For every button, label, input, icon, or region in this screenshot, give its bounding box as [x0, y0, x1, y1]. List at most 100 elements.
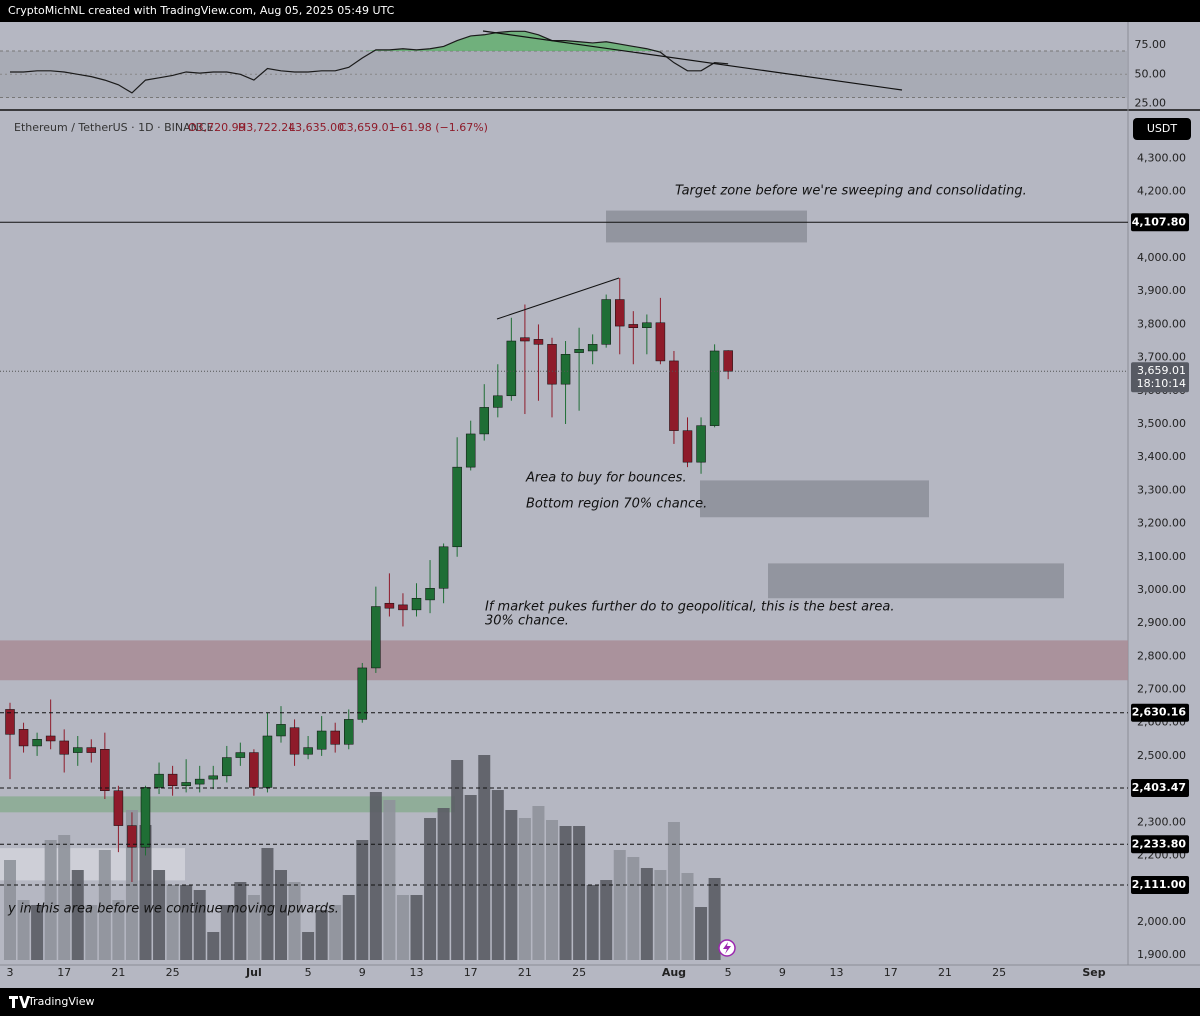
- volume-bar: [410, 895, 423, 960]
- x-tick-label: 21: [938, 966, 952, 979]
- volume-bar: [383, 800, 396, 960]
- last-price-box: [1131, 362, 1189, 393]
- x-tick-label: 13: [830, 966, 844, 979]
- currency-label[interactable]: USDT: [1147, 122, 1178, 135]
- x-tick-label: 5: [305, 966, 312, 979]
- volume-bar: [247, 895, 260, 960]
- y-tick-label: 2,700.00: [1137, 683, 1186, 696]
- volume-bar: [125, 810, 138, 960]
- candle-body: [574, 349, 584, 353]
- volume-bar: [491, 790, 504, 960]
- candle-body: [140, 787, 151, 848]
- price-label-box: [1131, 876, 1189, 895]
- x-tick-label: 21: [518, 966, 532, 979]
- candle-body: [520, 337, 530, 342]
- x-tick-label: 3: [7, 966, 14, 979]
- candle-body: [59, 740, 69, 755]
- candle-body: [628, 324, 639, 328]
- price-label: 2,630.16: [1132, 706, 1187, 719]
- x-tick-label: Jul: [245, 966, 262, 979]
- rsi-overbought-fill: [10, 31, 729, 52]
- x-tick-label: 9: [779, 966, 786, 979]
- candle-body: [18, 729, 29, 747]
- volume-bar: [518, 818, 531, 960]
- candle-body: [452, 466, 462, 548]
- candle-body: [5, 709, 15, 735]
- volume-bar: [85, 905, 98, 960]
- x-tick-label: 13: [410, 966, 424, 979]
- trend-line: [496, 277, 620, 320]
- volume-bar: [139, 825, 152, 960]
- zone: [700, 480, 929, 518]
- x-tick-label: 25: [166, 966, 180, 979]
- rsi-tick-label: 50.00: [1135, 67, 1167, 80]
- volume-bar: [559, 826, 572, 960]
- candle-body: [723, 350, 733, 372]
- y-tick-label: 3,000.00: [1137, 583, 1186, 596]
- volume-bar: [302, 932, 315, 960]
- ohlc-high: H3,722.24: [238, 121, 295, 134]
- volume-bar: [153, 870, 166, 960]
- candle-body: [276, 724, 286, 737]
- logo: [9, 996, 30, 1008]
- volume-bar: [261, 848, 274, 960]
- zone: [0, 640, 1128, 681]
- candle-body: [154, 773, 164, 788]
- volume-bar: [315, 910, 328, 960]
- candle-body: [506, 340, 517, 397]
- rsi-pane: 75.00 50.00 25.00: [0, 30, 1167, 109]
- annotation: y in this area before we continue moving…: [7, 902, 339, 917]
- candle-body: [669, 360, 679, 431]
- candle-body: [560, 354, 571, 385]
- y-tick-label: 3,400.00: [1137, 450, 1186, 463]
- annotation: Bottom region 70% chance.: [526, 497, 707, 512]
- candle-body: [316, 730, 327, 750]
- candle-body: [533, 339, 544, 345]
- volume-bar: [451, 760, 464, 960]
- candle-body: [45, 735, 56, 742]
- x-tick-label: 17: [57, 966, 71, 979]
- y-tick-label: 2,500.00: [1137, 749, 1186, 762]
- rsi-tick-label: 25.00: [1135, 96, 1167, 109]
- volume-bar: [573, 826, 586, 960]
- price-label: 2,111.00: [1132, 878, 1187, 891]
- candle-body: [465, 433, 476, 468]
- rsi-band: [0, 51, 1128, 98]
- candle-body: [181, 782, 191, 787]
- top-bar: [0, 0, 1200, 22]
- x-tick-label: 5: [725, 966, 732, 979]
- volume-bar: [234, 882, 247, 960]
- zone: [606, 210, 807, 243]
- ohlc-low: L3,635.00: [289, 121, 344, 134]
- candle-body: [655, 322, 666, 362]
- candle-body: [222, 757, 232, 777]
- y-tick-label: 2,800.00: [1137, 649, 1186, 662]
- volume-bar: [640, 868, 653, 960]
- price-label: 2,233.80: [1132, 837, 1187, 850]
- y-tick-label: 3,200.00: [1137, 517, 1186, 530]
- volume-bar: [356, 840, 369, 960]
- ohlc-close: C3,659.01: [339, 121, 396, 134]
- y-tick-label: 3,900.00: [1137, 284, 1186, 297]
- candle-body: [425, 588, 435, 601]
- candle-body: [86, 747, 97, 753]
- volume-bar: [31, 905, 44, 960]
- last-price-label: 3,659.01: [1137, 364, 1186, 377]
- rsi-line: [10, 30, 729, 94]
- currency-button[interactable]: [1133, 118, 1191, 140]
- candle-body: [371, 606, 381, 669]
- candle-body: [249, 752, 259, 788]
- symbol: Ethereum / TetherUS · 1D · BINANCE: [14, 121, 214, 134]
- candle-body: [479, 407, 489, 435]
- volume-bar: [681, 873, 694, 960]
- y-tick-label: 4,000.00: [1137, 251, 1186, 264]
- volume-bar: [708, 878, 721, 960]
- y-tick-label: 2,900.00: [1137, 616, 1186, 629]
- x-tick-label: 17: [464, 966, 478, 979]
- countdown: 18:10:14: [1137, 377, 1186, 390]
- price-pane: [0, 210, 1128, 960]
- volume-bar: [369, 792, 382, 960]
- x-tick-label: 9: [359, 966, 366, 979]
